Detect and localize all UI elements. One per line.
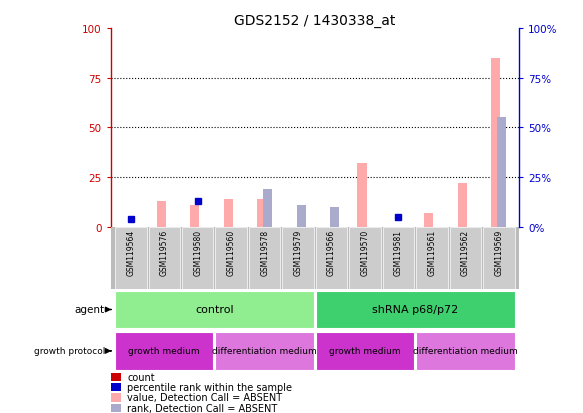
Bar <box>263 190 272 227</box>
Text: GSM119566: GSM119566 <box>327 230 336 276</box>
Text: GSM119570: GSM119570 <box>360 230 370 276</box>
Bar <box>416 332 515 370</box>
Bar <box>157 202 166 227</box>
Bar <box>424 213 433 227</box>
Text: growth protocol: growth protocol <box>34 347 105 356</box>
Text: GSM119578: GSM119578 <box>260 230 269 275</box>
Text: GSM119569: GSM119569 <box>494 230 503 276</box>
Bar <box>330 207 339 227</box>
Text: shRNA p68/p72: shRNA p68/p72 <box>372 305 458 315</box>
Bar <box>497 118 506 227</box>
Bar <box>249 227 280 289</box>
Bar <box>149 227 180 289</box>
Bar <box>182 227 213 289</box>
Text: GSM119579: GSM119579 <box>294 230 303 276</box>
Text: differentiation medium: differentiation medium <box>212 347 317 356</box>
Text: rank, Detection Call = ABSENT: rank, Detection Call = ABSENT <box>127 403 278 413</box>
Bar <box>216 332 314 370</box>
Bar <box>111 373 121 381</box>
Bar <box>216 227 247 289</box>
Bar <box>491 59 500 227</box>
Text: GSM119560: GSM119560 <box>227 230 236 276</box>
Text: percentile rank within the sample: percentile rank within the sample <box>127 382 292 392</box>
Bar <box>297 205 305 227</box>
Text: growth medium: growth medium <box>128 347 200 356</box>
Bar <box>357 164 367 227</box>
Text: GSM119561: GSM119561 <box>427 230 437 275</box>
Bar <box>349 227 381 289</box>
Text: GSM119581: GSM119581 <box>394 230 403 275</box>
Bar <box>115 291 314 328</box>
Bar <box>115 227 146 289</box>
Text: GSM119564: GSM119564 <box>127 230 135 276</box>
Bar <box>115 332 213 370</box>
Text: control: control <box>195 305 234 315</box>
Bar <box>483 227 515 289</box>
Text: GSM119562: GSM119562 <box>461 230 470 275</box>
Bar <box>257 199 266 227</box>
Bar <box>111 393 121 401</box>
Text: GSM119576: GSM119576 <box>160 230 169 276</box>
Bar <box>190 205 199 227</box>
Bar <box>449 227 481 289</box>
Bar <box>282 227 314 289</box>
Bar <box>224 199 233 227</box>
Text: differentiation medium: differentiation medium <box>413 347 518 356</box>
Bar <box>316 227 347 289</box>
Bar <box>458 183 467 227</box>
Bar <box>316 332 414 370</box>
Text: GSM119580: GSM119580 <box>193 230 202 275</box>
Text: value, Detection Call = ABSENT: value, Detection Call = ABSENT <box>127 392 282 403</box>
Text: count: count <box>127 372 154 382</box>
Text: growth medium: growth medium <box>329 347 401 356</box>
Bar <box>111 404 121 412</box>
Bar <box>316 291 515 328</box>
Title: GDS2152 / 1430338_at: GDS2152 / 1430338_at <box>234 14 395 28</box>
Bar <box>111 383 121 392</box>
Bar <box>416 227 448 289</box>
Bar <box>382 227 414 289</box>
Text: agent: agent <box>75 305 105 315</box>
